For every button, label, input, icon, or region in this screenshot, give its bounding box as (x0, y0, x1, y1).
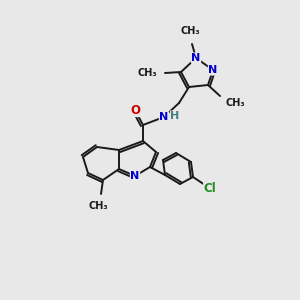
Text: N: N (159, 112, 169, 122)
Text: H: H (170, 111, 180, 121)
Text: N: N (191, 53, 201, 63)
Text: CH₃: CH₃ (137, 68, 157, 78)
Text: N: N (208, 65, 217, 75)
Text: CH₃: CH₃ (88, 201, 108, 211)
Text: CH₃: CH₃ (180, 26, 200, 36)
Text: N: N (130, 171, 140, 181)
Text: Cl: Cl (204, 182, 216, 196)
Text: O: O (130, 103, 140, 116)
Text: CH₃: CH₃ (226, 98, 246, 108)
